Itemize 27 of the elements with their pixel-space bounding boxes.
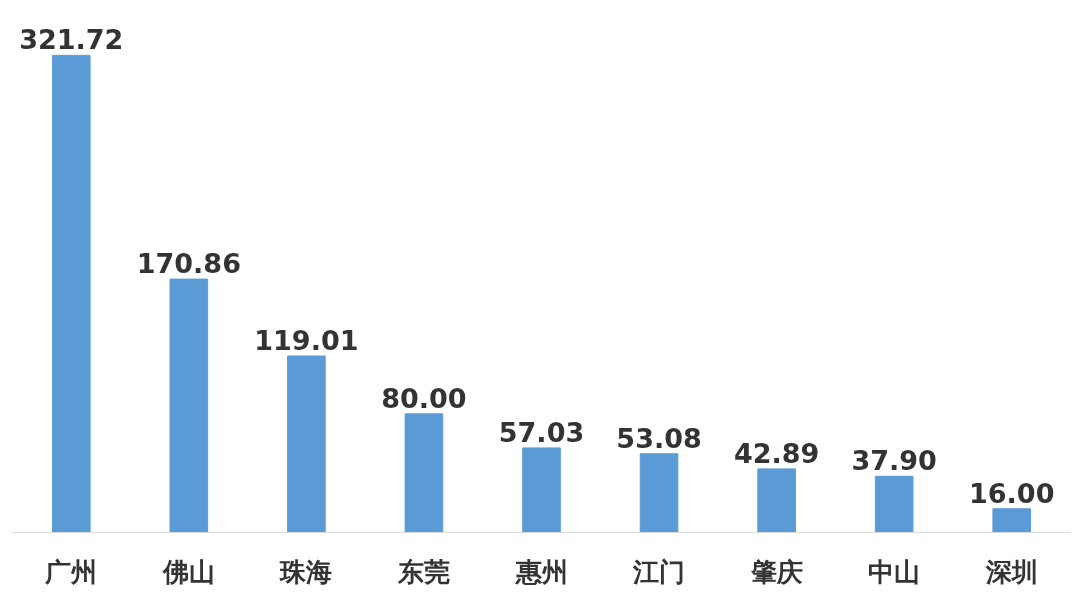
data-label: 42.89 [733, 437, 820, 469]
bar [639, 453, 679, 533]
x-tick-label: 江门 [632, 556, 686, 587]
x-tick-label: 惠州 [514, 556, 568, 587]
data-label: 321.72 [19, 24, 124, 56]
data-label: 37.90 [851, 445, 937, 477]
data-label: 16.00 [969, 477, 1055, 509]
data-label: 53.08 [616, 422, 702, 454]
data-label: 119.01 [254, 325, 359, 356]
bar [522, 447, 561, 533]
x-tick-label: 珠海 [279, 556, 333, 587]
data-label: 170.86 [136, 248, 241, 280]
x-tick-label: 肇庆 [749, 556, 803, 587]
bar [992, 508, 1032, 533]
x-tick-label: 东莞 [396, 556, 450, 587]
bar [169, 278, 209, 533]
x-tick-label: 佛山 [161, 556, 215, 587]
bar [757, 468, 796, 533]
data-label: 57.03 [498, 416, 585, 448]
bar [51, 54, 91, 533]
data-label: 80.00 [381, 382, 467, 414]
x-tick-label: 中山 [868, 556, 921, 587]
x-tick-label: 深圳 [984, 556, 1038, 587]
bar [287, 355, 326, 533]
bar [874, 475, 914, 533]
x-tick-label: 广州 [44, 556, 98, 587]
bar [404, 413, 444, 533]
